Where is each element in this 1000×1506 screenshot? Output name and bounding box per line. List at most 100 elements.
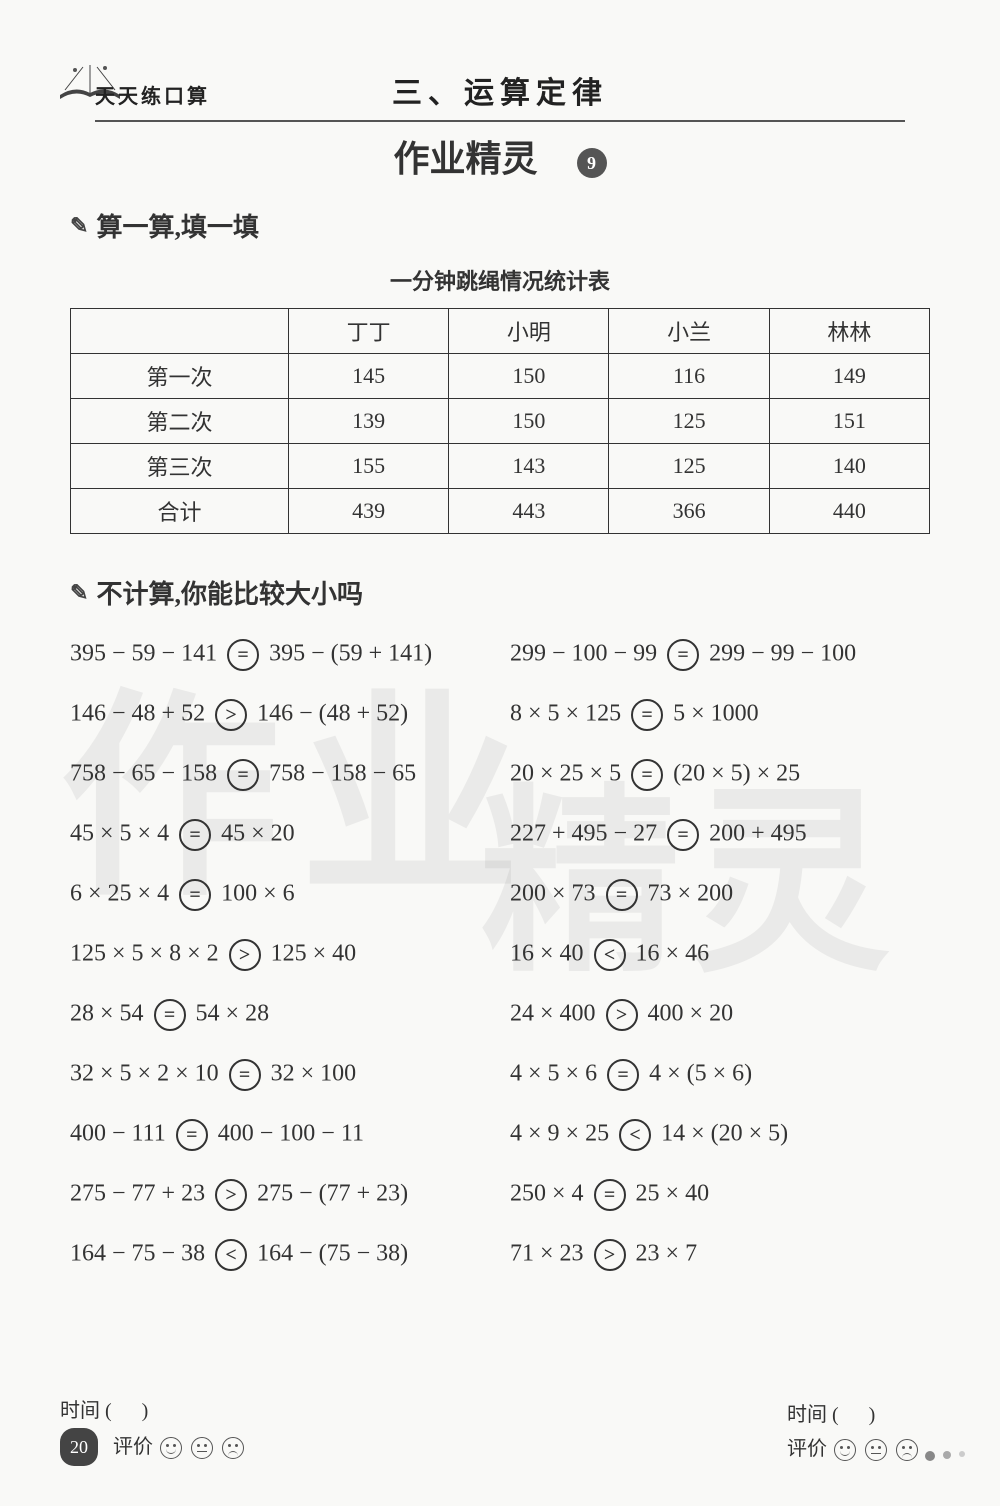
problem-lhs: 28 × 54 — [70, 1001, 150, 1027]
comparison-answer[interactable]: = — [179, 879, 211, 911]
table-cell: 155 — [289, 444, 449, 489]
comparison-answer[interactable]: = — [631, 759, 663, 791]
comparison-answer[interactable]: = — [179, 819, 211, 851]
comparison-answer[interactable]: > — [215, 699, 247, 731]
problem-lhs: 6 × 25 × 4 — [70, 881, 175, 907]
footer-left: 时间 ( ) 20 评价 — [60, 1394, 246, 1466]
jump-rope-table: 丁丁小明小兰林林 第一次145150116149第二次139150125151第… — [70, 308, 930, 534]
header-divider — [95, 120, 905, 122]
rating-label-left: 评价 — [113, 1436, 153, 1458]
comparison-answer[interactable]: > — [229, 939, 261, 971]
decorative-dots — [925, 1451, 965, 1461]
row-label-cell: 第一次 — [71, 354, 289, 399]
table-cell: 140 — [769, 444, 929, 489]
comparison-problem: 146 − 48 + 52 > 146 − (48 + 52) — [70, 699, 490, 731]
comparison-problem: 24 × 400 > 400 × 20 — [510, 999, 930, 1031]
problem-lhs: 758 − 65 − 158 — [70, 761, 223, 787]
section2-label: ✎ 不计算,你能比较大小吗 — [70, 574, 930, 611]
problem-lhs: 16 × 40 — [510, 941, 590, 967]
comparison-answer[interactable]: = — [176, 1119, 208, 1151]
problem-rhs: 4 × (5 × 6) — [643, 1061, 752, 1087]
comparison-problem: 6 × 25 × 4 = 100 × 6 — [70, 879, 490, 911]
comparison-problem: 164 − 75 − 38 < 164 − (75 − 38) — [70, 1239, 490, 1271]
smiley-happy-icon[interactable] — [160, 1437, 182, 1459]
comparison-answer[interactable]: = — [631, 699, 663, 731]
problem-rhs: 395 − (59 + 141) — [263, 641, 432, 667]
comparison-answer[interactable]: = — [594, 1179, 626, 1211]
problem-rhs: 164 − (75 − 38) — [251, 1241, 408, 1267]
comparison-problem: 8 × 5 × 125 = 5 × 1000 — [510, 699, 930, 731]
smiley-happy-icon[interactable] — [834, 1439, 856, 1461]
problem-lhs: 275 − 77 + 23 — [70, 1181, 211, 1207]
comparison-answer[interactable]: = — [606, 879, 638, 911]
time-close-right: ) — [869, 1404, 876, 1426]
comparison-answer[interactable]: = — [227, 759, 259, 791]
smiley-neutral-icon[interactable] — [865, 1439, 887, 1461]
table-cell: 143 — [449, 444, 609, 489]
table-cell: 149 — [769, 354, 929, 399]
problem-rhs: (20 × 5) × 25 — [667, 761, 800, 787]
comparison-answer[interactable]: = — [607, 1059, 639, 1091]
comparison-answer[interactable]: = — [227, 639, 259, 671]
problem-lhs: 71 × 23 — [510, 1241, 590, 1267]
table-cell: 151 — [769, 399, 929, 444]
problem-rhs: 14 × (20 × 5) — [655, 1121, 788, 1147]
comparison-problem: 275 − 77 + 23 > 275 − (77 + 23) — [70, 1179, 490, 1211]
table-cell: 439 — [289, 489, 449, 534]
comparison-answer[interactable]: < — [594, 939, 626, 971]
table-title: 一分钟跳绳情况统计表 — [70, 264, 930, 296]
problem-lhs: 4 × 9 × 25 — [510, 1121, 615, 1147]
section1-text: 算一算,填一填 — [96, 207, 259, 244]
smiley-sad-icon[interactable] — [222, 1437, 244, 1459]
table-cell: 125 — [609, 399, 769, 444]
problem-lhs: 227 + 495 − 27 — [510, 821, 663, 847]
comparison-problem: 16 × 40 < 16 × 46 — [510, 939, 930, 971]
table-row: 第二次139150125151 — [71, 399, 930, 444]
comparison-problem: 45 × 5 × 4 = 45 × 20 — [70, 819, 490, 851]
handwritten-text: 作业精灵 — [393, 139, 537, 179]
comparison-answer[interactable]: < — [619, 1119, 651, 1151]
table-cell: 440 — [769, 489, 929, 534]
problem-rhs: 73 × 200 — [642, 881, 734, 907]
pencil-icon: ✎ — [70, 213, 88, 239]
comparison-answer[interactable]: = — [667, 639, 699, 671]
comparison-answer[interactable]: > — [606, 999, 638, 1031]
smiley-neutral-icon[interactable] — [191, 1437, 213, 1459]
comparison-answer[interactable]: = — [229, 1059, 261, 1091]
problem-lhs: 45 × 5 × 4 — [70, 821, 175, 847]
time-label-right: 时间 ( — [787, 1404, 839, 1426]
table-header-cell: 林林 — [769, 309, 929, 354]
comparison-answer[interactable]: < — [215, 1239, 247, 1271]
problem-lhs: 400 − 111 — [70, 1121, 172, 1147]
section1-label: ✎ 算一算,填一填 — [70, 207, 930, 244]
comparison-problem: 227 + 495 − 27 = 200 + 495 — [510, 819, 930, 851]
content-area: ✎ 算一算,填一填 一分钟跳绳情况统计表 丁丁小明小兰林林 第一次1451501… — [0, 182, 1000, 1271]
footer-right: 时间 ( ) 评价 — [787, 1398, 920, 1466]
comparison-problem: 400 − 111 = 400 − 100 − 11 — [70, 1119, 490, 1151]
table-header-cell: 小兰 — [609, 309, 769, 354]
page-footer: 时间 ( ) 20 评价 时间 ( ) 评价 — [0, 1394, 1000, 1466]
comparison-answer[interactable]: = — [154, 999, 186, 1031]
comparison-answer[interactable]: > — [594, 1239, 626, 1271]
comparison-answer[interactable]: = — [667, 819, 699, 851]
page-badge: 9 — [577, 148, 607, 178]
problem-rhs: 16 × 46 — [630, 941, 710, 967]
table-row: 合计439443366440 — [71, 489, 930, 534]
problem-rhs: 275 − (77 + 23) — [251, 1181, 408, 1207]
problem-lhs: 395 − 59 − 141 — [70, 641, 223, 667]
table-header-cell: 小明 — [449, 309, 609, 354]
table-cell: 443 — [449, 489, 609, 534]
comparison-problem: 395 − 59 − 141 = 395 − (59 + 141) — [70, 639, 490, 671]
table-header-cell — [71, 309, 289, 354]
time-label-left: 时间 ( — [60, 1400, 112, 1422]
problem-rhs: 125 × 40 — [265, 941, 357, 967]
comparison-answer[interactable]: > — [215, 1179, 247, 1211]
smiley-sad-icon[interactable] — [896, 1439, 918, 1461]
problem-lhs: 200 × 73 — [510, 881, 602, 907]
row-label-cell: 第二次 — [71, 399, 289, 444]
table-row: 第一次145150116149 — [71, 354, 930, 399]
comparison-problem: 32 × 5 × 2 × 10 = 32 × 100 — [70, 1059, 490, 1091]
comparison-problem: 758 − 65 − 158 = 758 − 158 − 65 — [70, 759, 490, 791]
comparison-problem: 125 × 5 × 8 × 2 > 125 × 40 — [70, 939, 490, 971]
problem-lhs: 250 × 4 — [510, 1181, 590, 1207]
